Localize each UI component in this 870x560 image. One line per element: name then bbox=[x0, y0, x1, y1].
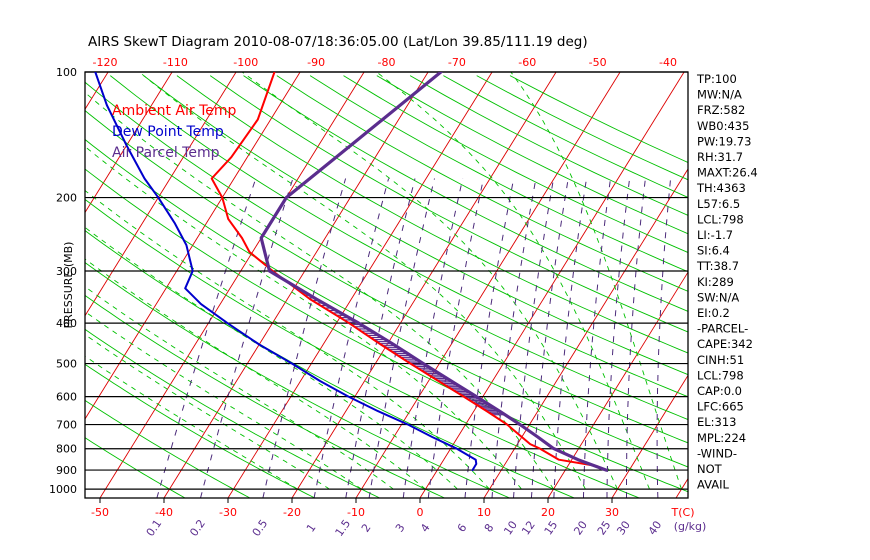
sounding-index: SW:N/A bbox=[697, 290, 739, 304]
top-temp-tick: -120 bbox=[93, 56, 118, 69]
bottom-temp-tick: -20 bbox=[283, 506, 301, 519]
curve-dew-point bbox=[94, 72, 478, 472]
top-temp-tick: -80 bbox=[378, 56, 396, 69]
pressure-tick-label: 900 bbox=[56, 464, 77, 477]
sounding-index: WB0:435 bbox=[697, 119, 749, 133]
pressure-tick-label: 300 bbox=[56, 265, 77, 278]
sounding-index: TT:38.7 bbox=[696, 259, 739, 273]
bottom-temp-tick: 20 bbox=[541, 506, 555, 519]
bottom-temp-tick: 30 bbox=[605, 506, 619, 519]
pressure-tick-label: 1000 bbox=[49, 483, 77, 496]
sounding-index: NOT bbox=[697, 462, 723, 476]
top-temp-tick: -110 bbox=[163, 56, 188, 69]
sounding-index: EL:313 bbox=[697, 415, 737, 429]
bottom-temperature-axis: -50 -40 -30 -20 -10 0 10 20 30 T(C) bbox=[91, 498, 694, 519]
sounding-index: FRZ:582 bbox=[697, 103, 745, 117]
sounding-index: TP:100 bbox=[696, 72, 737, 86]
top-temp-tick: -90 bbox=[307, 56, 325, 69]
top-temp-tick: -40 bbox=[659, 56, 677, 69]
pressure-tick-label: 700 bbox=[56, 419, 77, 432]
sounding-index: -PARCEL- bbox=[697, 322, 748, 336]
legend-label-0: Ambient Air Temp bbox=[112, 103, 237, 119]
sounding-index: LI:-1.7 bbox=[697, 228, 733, 242]
sounding-index: EI:0.2 bbox=[697, 306, 730, 320]
plot-frame bbox=[84, 71, 689, 499]
curve-parcel-temp bbox=[259, 72, 608, 472]
sounding-index: TH:4363 bbox=[696, 181, 746, 195]
top-temp-tick: -60 bbox=[518, 56, 536, 69]
legend-label-2: Air Parcel Temp bbox=[112, 145, 220, 161]
background-gridlines bbox=[85, 72, 688, 498]
pressure-tick-label: 400 bbox=[56, 317, 77, 330]
sounding-index: LCL:798 bbox=[697, 212, 744, 226]
bottom-temp-tick: -30 bbox=[219, 506, 237, 519]
sounding-index: MW:N/A bbox=[697, 88, 742, 102]
page-title: AIRS SkewT Diagram 2010-08-07/18:36:05.0… bbox=[88, 34, 588, 50]
bottom-temp-tick: 0 bbox=[417, 506, 424, 519]
sounding-index: -WIND- bbox=[697, 446, 737, 460]
top-temp-tick: -70 bbox=[448, 56, 466, 69]
sounding-index: L57:6.5 bbox=[697, 197, 740, 211]
pressure-tick-label: 500 bbox=[56, 358, 77, 371]
bottom-temp-tick: -10 bbox=[347, 506, 365, 519]
curve-ambient-temp bbox=[210, 72, 608, 472]
sounding-index: RH:31.7 bbox=[697, 150, 743, 164]
sounding-index: CINH:51 bbox=[697, 353, 744, 367]
legend: Ambient Air Temp Dew Point Temp Air Parcel… bbox=[112, 103, 237, 161]
temperature-axis-unit: T(C) bbox=[671, 506, 695, 519]
sounding-index: AVAIL bbox=[697, 478, 730, 492]
pressure-tick-label: 200 bbox=[56, 192, 77, 205]
sounding-index: KI:289 bbox=[697, 275, 734, 289]
sounding-index: CAPE:342 bbox=[697, 337, 753, 351]
top-temperature-axis: -120 -110 -100 -90 -80 -70 -60 -50 -40 bbox=[93, 56, 677, 69]
pressure-tick-label: 800 bbox=[56, 443, 77, 456]
top-temp-tick: -100 bbox=[233, 56, 258, 69]
bottom-temp-tick: -40 bbox=[155, 506, 173, 519]
sounding-index: MAXT:26.4 bbox=[697, 166, 758, 180]
y-axis-title: PRESSURE (MB) bbox=[62, 242, 75, 329]
bottom-temp-tick: 10 bbox=[477, 506, 491, 519]
pressure-tick-label: 100 bbox=[56, 66, 77, 79]
sounding-index: LFC:665 bbox=[697, 400, 744, 414]
bottom-temp-tick: -50 bbox=[91, 506, 109, 519]
pressure-tick-label: 600 bbox=[56, 391, 77, 404]
pressure-tick-labels: 100 200 300 400 500 600 700 800 900 1000 bbox=[49, 66, 77, 496]
sounding-index: SI:6.4 bbox=[697, 244, 730, 258]
legend-label-1: Dew Point Temp bbox=[112, 124, 224, 140]
sounding-index: CAP:0.0 bbox=[697, 384, 742, 398]
mixing-ratio-axis-unit: (g/kg) bbox=[674, 520, 707, 533]
sounding-index: PW:19.73 bbox=[697, 134, 751, 148]
sounding-curves bbox=[94, 72, 608, 472]
sounding-index: LCL:798 bbox=[697, 368, 744, 382]
top-temp-tick: -50 bbox=[589, 56, 607, 69]
sounding-index: MPL:224 bbox=[697, 431, 746, 445]
